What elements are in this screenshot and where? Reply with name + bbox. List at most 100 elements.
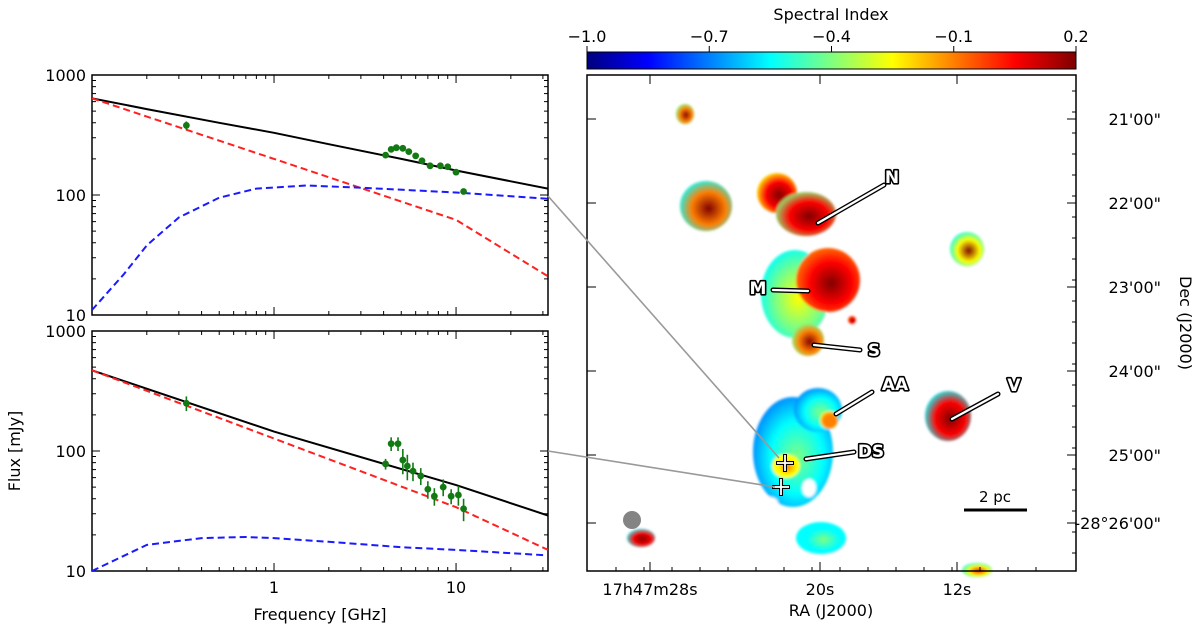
emission-hole bbox=[762, 497, 778, 509]
map-x-tick-label: 20s bbox=[806, 580, 835, 599]
data-point bbox=[405, 148, 413, 155]
y-tick-label: 10 bbox=[66, 306, 86, 325]
data-point bbox=[436, 162, 444, 170]
emission-hole bbox=[802, 479, 816, 497]
map-ylabel: Dec (J2000) bbox=[1176, 276, 1195, 370]
data-point bbox=[392, 144, 400, 152]
y-tick-label: 1000 bbox=[45, 322, 86, 341]
data-point bbox=[399, 456, 407, 464]
spectrum-panel-top: 10 100 1000 bbox=[45, 66, 549, 325]
emission-blob bbox=[820, 411, 838, 429]
beam-marker bbox=[623, 511, 641, 529]
colorbar-tick-label: −0.1 bbox=[934, 27, 973, 46]
data-point bbox=[409, 467, 417, 475]
map-xlabel: RA (J2000) bbox=[789, 601, 873, 620]
plot-area bbox=[92, 369, 548, 571]
callout-m: M bbox=[748, 277, 811, 301]
y-tick-label: 10 bbox=[66, 562, 86, 581]
series-line-total bbox=[92, 97, 548, 190]
map-y-tick-label: 25'00" bbox=[1109, 446, 1161, 465]
callout-label: V bbox=[1007, 376, 1021, 396]
data-point bbox=[444, 163, 452, 171]
map-y-tick-label: 22'00" bbox=[1109, 194, 1161, 213]
map-axis-ticks: 17h47m28s 20s 12s21'00"22'00"23'00"24'00"2… bbox=[587, 75, 1161, 599]
series-line-steep-component bbox=[92, 97, 548, 278]
extraction-cross-upper-inner bbox=[777, 455, 793, 471]
emission-blob bbox=[776, 192, 836, 236]
y-tick-label: 100 bbox=[55, 186, 86, 205]
colorbar-tick-label: 0.2 bbox=[1063, 27, 1088, 46]
data-point bbox=[452, 168, 460, 176]
data-point bbox=[387, 145, 395, 153]
data-point bbox=[182, 122, 190, 129]
map-emission-blobs bbox=[627, 104, 992, 577]
map-y-tick-label: 23'00" bbox=[1109, 278, 1161, 297]
emission-blob bbox=[792, 324, 824, 356]
emission-blob bbox=[676, 104, 694, 124]
series-line-steep-component bbox=[92, 369, 548, 551]
data-point bbox=[394, 440, 402, 448]
panel-bottom-plot: 10 100 1000 1 10 bbox=[45, 322, 548, 597]
callout-v: V bbox=[949, 374, 1023, 422]
data-point bbox=[387, 440, 395, 448]
map-background bbox=[587, 75, 1076, 571]
data-point bbox=[382, 460, 389, 468]
data-point bbox=[426, 162, 434, 170]
data-point bbox=[439, 483, 447, 491]
callout-label: AA bbox=[882, 375, 909, 395]
colorbar: Spectral Index −1.0 −0.7 −0.4 −0.1 0.2 bbox=[568, 5, 1089, 70]
map-y-tick-label: 24'00" bbox=[1109, 362, 1161, 381]
scalebar-label: 2 pc bbox=[979, 488, 1011, 506]
series-line-flat-component bbox=[92, 184, 548, 311]
emission-blob bbox=[796, 248, 860, 312]
extraction-cross-lower-inner bbox=[773, 479, 789, 495]
colorbar-tick-label: −0.7 bbox=[690, 27, 729, 46]
callout-label: DS bbox=[858, 442, 884, 462]
emission-blob bbox=[962, 563, 992, 577]
spectra-xlabel: Frequency [GHz] bbox=[253, 605, 386, 624]
spectrum-panel-bottom: 10 100 1000 1 10 bbox=[45, 322, 549, 597]
data-point bbox=[412, 152, 420, 160]
emission-blob bbox=[680, 181, 732, 231]
connector-top bbox=[547, 195, 780, 459]
spectral-index-map: 2 pc N M SAA V DS 17h47m28s 20s 12s 21'00" 22'00… bbox=[586, 74, 1161, 599]
colorbar-gradient bbox=[586, 51, 1077, 70]
callout-s: S bbox=[811, 339, 882, 363]
emission-blob bbox=[848, 316, 856, 324]
y-tick-label: 100 bbox=[55, 442, 86, 461]
data-point bbox=[460, 188, 467, 195]
emission-blob bbox=[627, 529, 655, 547]
data-point bbox=[460, 505, 467, 513]
callout-ds: DS bbox=[803, 440, 886, 464]
callout-label: S bbox=[868, 341, 880, 361]
y-tick-label: 1000 bbox=[45, 66, 86, 85]
panel-top-plot: 10 100 1000 bbox=[45, 66, 548, 325]
colorbar-title: Spectral Index bbox=[773, 5, 888, 24]
panel-bottom-frame bbox=[91, 330, 549, 572]
data-point bbox=[454, 491, 462, 499]
map-frame bbox=[586, 74, 1077, 572]
map-x-tick-label: 17h47m28s bbox=[602, 580, 697, 599]
colorbar-ticks: −1.0 −0.7 −0.4 −0.1 0.2 bbox=[568, 27, 1089, 52]
data-point bbox=[424, 485, 432, 493]
connector-bottom bbox=[547, 450, 776, 488]
emission-blob bbox=[950, 232, 984, 266]
map-x-tick-label: 12s bbox=[943, 580, 972, 599]
data-point bbox=[399, 144, 407, 152]
data-point bbox=[447, 492, 455, 500]
callout-aa: AA bbox=[833, 373, 911, 417]
emission-blob bbox=[925, 391, 971, 441]
colorbar-tick-label: −1.0 bbox=[568, 27, 607, 46]
source-callouts: N M SAA V DS bbox=[748, 166, 1023, 464]
data-point bbox=[182, 399, 190, 407]
map-y-tick-label: 21'00" bbox=[1109, 110, 1161, 129]
data-point bbox=[418, 157, 426, 165]
colorbar-tick-label: −0.4 bbox=[812, 27, 851, 46]
map-y-tick-label: -28°26'00" bbox=[1074, 514, 1161, 533]
x-tick-label: 1 bbox=[269, 578, 279, 597]
data-point bbox=[382, 151, 389, 159]
callout-n: N bbox=[815, 166, 901, 226]
emission-blob bbox=[796, 522, 846, 554]
x-tick-label: 10 bbox=[446, 578, 466, 597]
spectra-ylabel: Flux [mJy] bbox=[5, 411, 24, 492]
